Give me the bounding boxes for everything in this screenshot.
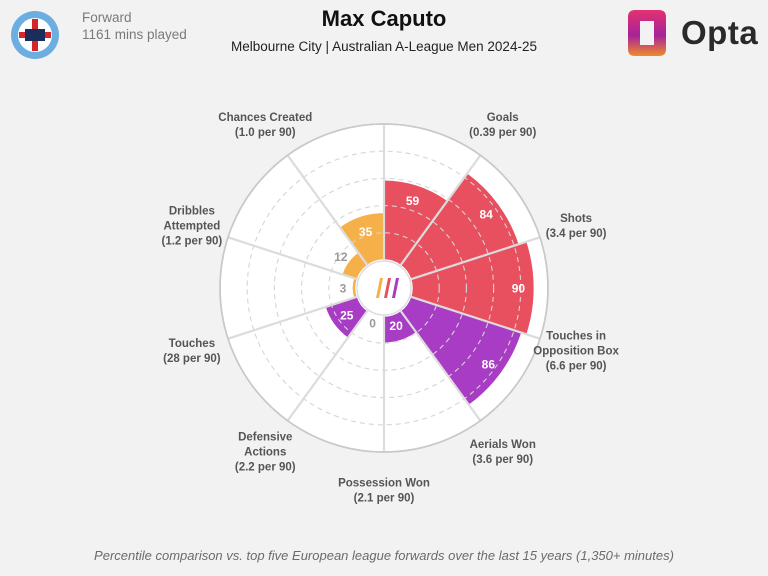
- category-per90: (1.0 per 90): [235, 127, 296, 139]
- brand-logo: Opta: [626, 8, 760, 58]
- spoke-2: [410, 236, 541, 281]
- category-per90: (28 per 90): [163, 353, 221, 365]
- category-name: Defensive: [238, 431, 292, 443]
- category-name: Touches in: [546, 330, 606, 342]
- opta-logo-icon: [628, 10, 666, 56]
- category-name: Chances Created: [218, 112, 312, 124]
- category-per90: (1.2 per 90): [162, 236, 223, 248]
- value-label-0: 59: [406, 194, 420, 208]
- category-label-8: Chances Created (1.0 per 90): [218, 112, 312, 139]
- page-title: Max Caputo: [321, 6, 447, 31]
- gridline-20: [328, 232, 440, 344]
- category-per90: (2.1 per 90): [354, 493, 415, 505]
- category-name: Actions: [244, 446, 286, 458]
- category-name: Dribbles: [169, 206, 215, 218]
- player-meta: Forward 1161 mins played: [82, 9, 187, 43]
- brand-name: Opta: [681, 14, 759, 51]
- bar-2: [409, 240, 536, 336]
- spoke-6: [286, 310, 369, 422]
- hub-logo-icon: [376, 278, 399, 298]
- player-position: Forward: [82, 10, 132, 25]
- category-name: Opposition Box: [533, 345, 619, 357]
- bar-9: [338, 211, 385, 267]
- category-name: Attempted: [163, 221, 220, 233]
- value-label-1: 84: [479, 207, 493, 221]
- value-label-8: 12: [334, 250, 348, 264]
- category-label-4: Possession Won (2.1 per 90): [338, 478, 430, 505]
- chart-hub: [356, 260, 412, 316]
- category-label-1: Shots (3.4 per 90): [546, 213, 607, 240]
- value-label-6: 25: [340, 309, 354, 323]
- value-label-9: 35: [359, 225, 373, 239]
- category-per90: (6.6 per 90): [546, 360, 607, 372]
- gridline-80: [246, 150, 522, 426]
- spoke-7: [227, 295, 358, 340]
- category-label-0: Goals (0.39 per 90): [469, 112, 536, 139]
- minutes-played: 1161 mins played: [82, 27, 187, 42]
- category-name: Possession Won: [338, 478, 430, 490]
- category-per90: (0.39 per 90): [469, 127, 536, 139]
- hub-logo-stroke-0: [376, 278, 383, 298]
- category-per90: (2.2 per 90): [235, 461, 296, 473]
- category-label-7: Dribbles Attempted (1.2 per 90): [162, 206, 223, 248]
- category-per90: (3.4 per 90): [546, 228, 607, 240]
- category-name: Aerials Won: [470, 439, 536, 451]
- category-name: Goals: [487, 112, 519, 124]
- chart-footnote: Percentile comparison vs. top five Europ…: [94, 548, 674, 563]
- hub-logo-stroke-2: [392, 278, 399, 298]
- spoke-9: [286, 154, 369, 266]
- spoke-8: [227, 236, 358, 281]
- spoke-4: [399, 310, 482, 422]
- crest-banner: [25, 29, 45, 41]
- value-label-7: 3: [340, 282, 347, 296]
- category-label-5: Defensive Actions (2.2 per 90): [235, 431, 296, 473]
- spoke-3: [410, 295, 541, 340]
- value-label-5: 0: [369, 317, 376, 331]
- club-crest: [11, 11, 59, 59]
- spoke-1: [399, 154, 482, 266]
- value-label-3: 86: [482, 357, 496, 371]
- category-label-2: Touches in Opposition Box (6.6 per 90): [533, 330, 619, 372]
- category-label-3: Aerials Won (3.6 per 90): [470, 439, 536, 466]
- category-name: Touches: [169, 338, 215, 350]
- hub-logo-stroke-1: [384, 278, 391, 298]
- category-per90: (3.6 per 90): [472, 454, 533, 466]
- category-label-6: Touches (28 per 90): [163, 338, 221, 365]
- chart-outer-ring: [219, 123, 549, 453]
- bar-0: [383, 179, 449, 267]
- category-name: Shots: [560, 213, 592, 225]
- value-label-2: 90: [512, 282, 526, 296]
- value-label-4: 20: [389, 319, 403, 333]
- page-subtitle: Melbourne City | Australian A-League Men…: [231, 39, 537, 54]
